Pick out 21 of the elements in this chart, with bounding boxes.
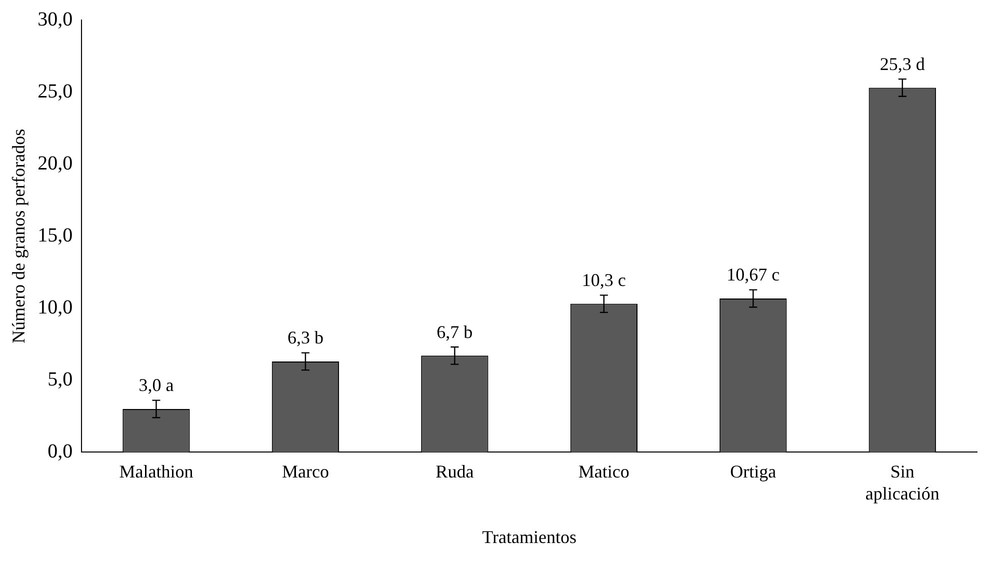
data-label: 25,3 d bbox=[880, 54, 925, 74]
y-tick-label: 0,0 bbox=[48, 440, 73, 462]
x-tick-label: Sin aplicación bbox=[865, 462, 940, 504]
y-tick-label: 20,0 bbox=[38, 152, 73, 174]
data-label: 3,0 a bbox=[138, 375, 174, 396]
y-axis-title: Número de granos perforados bbox=[8, 128, 29, 344]
x-axis-title: Tratamientos bbox=[482, 526, 576, 547]
data-label: 6,7 b bbox=[436, 322, 473, 342]
data-label: 10,3 c bbox=[582, 270, 626, 290]
data-label: 10,67 c bbox=[726, 264, 780, 285]
y-tick-label: 15,0 bbox=[38, 224, 73, 246]
y-tick-label: 25,0 bbox=[38, 80, 73, 102]
x-tick-label: Malathion bbox=[119, 462, 194, 482]
y-tick-label: 30,0 bbox=[38, 8, 73, 30]
y-tick-label: 5,0 bbox=[48, 368, 73, 390]
x-tick-label: Ruda bbox=[436, 462, 474, 482]
x-tick-label: Marco bbox=[282, 462, 329, 482]
y-tick-label: 10,0 bbox=[38, 296, 73, 318]
x-tick-label: Matico bbox=[578, 462, 630, 482]
x-tick-label: Ortiga bbox=[730, 462, 776, 482]
data-label: 6,3 b bbox=[287, 328, 324, 348]
